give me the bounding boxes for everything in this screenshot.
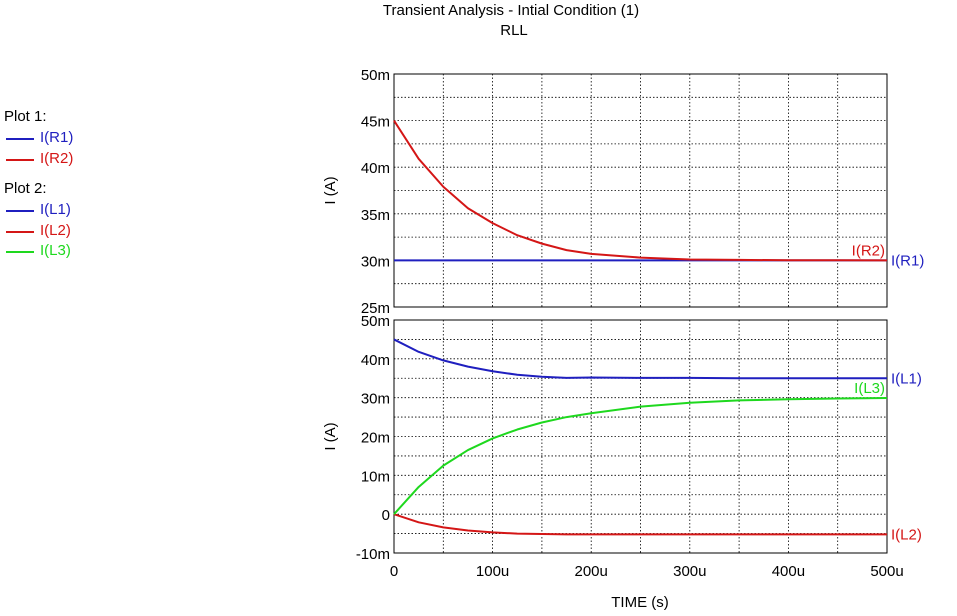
- x-tick-label: 300u: [673, 563, 706, 580]
- y-axis-label: I (A): [322, 176, 339, 204]
- legend-swatch: [6, 251, 34, 253]
- y-axis-label: I (A): [322, 422, 339, 450]
- series-end-label: I(L3): [854, 380, 885, 397]
- y-tick-label: 45m: [361, 114, 390, 131]
- x-tick-label: 100u: [476, 563, 509, 580]
- y-tick-label: 0: [382, 507, 390, 524]
- y-tick-label: 40m: [361, 352, 390, 369]
- series-line: [393, 338, 887, 380]
- plot-frame: [393, 319, 888, 554]
- legend-header: Plot 2:: [4, 180, 47, 197]
- x-tick-label: 400u: [772, 563, 805, 580]
- y-tick-label: 30m: [361, 253, 390, 270]
- x-tick-label: 200u: [575, 563, 608, 580]
- y-tick-label: 35m: [361, 207, 390, 224]
- y-tick-label: 30m: [361, 391, 390, 408]
- series-line: [393, 120, 888, 262]
- legend-header: Plot 1:: [4, 108, 47, 125]
- series-line: [393, 397, 888, 515]
- legend-label: I(L1): [40, 201, 71, 218]
- series-line: [393, 513, 887, 536]
- y-tick-label: 50m: [361, 67, 390, 84]
- y-tick-label: 25m: [361, 300, 390, 317]
- legend-swatch: [6, 230, 34, 233]
- series-end-label: I(R2): [852, 242, 885, 259]
- legend-label: I(L3): [40, 242, 71, 259]
- plot-frame: [393, 73, 888, 308]
- chart-subtitle: RLL: [500, 22, 528, 39]
- y-tick-label: 50m: [361, 313, 390, 330]
- series-end-label: I(L1): [891, 370, 922, 387]
- x-tick-label: 500u: [870, 563, 903, 580]
- legend-swatch: [6, 158, 34, 161]
- series-end-label: I(R1): [891, 252, 924, 269]
- y-tick-label: -10m: [356, 546, 390, 563]
- legend-swatch: [6, 210, 34, 212]
- legend-swatch: [6, 138, 34, 140]
- legend-label: I(R1): [40, 129, 74, 146]
- y-tick-label: 20m: [361, 430, 390, 447]
- legend-label: I(R2): [40, 149, 74, 167]
- y-tick-label: 10m: [361, 468, 390, 485]
- x-tick-label: 0: [390, 563, 398, 580]
- legend-label: I(L2): [40, 221, 71, 239]
- chart-title: Transient Analysis - Intial Condition (1…: [383, 2, 639, 19]
- x-axis-label: TIME (s): [611, 594, 669, 611]
- series-end-label: I(L2): [891, 526, 922, 543]
- y-tick-label: 40m: [361, 160, 390, 177]
